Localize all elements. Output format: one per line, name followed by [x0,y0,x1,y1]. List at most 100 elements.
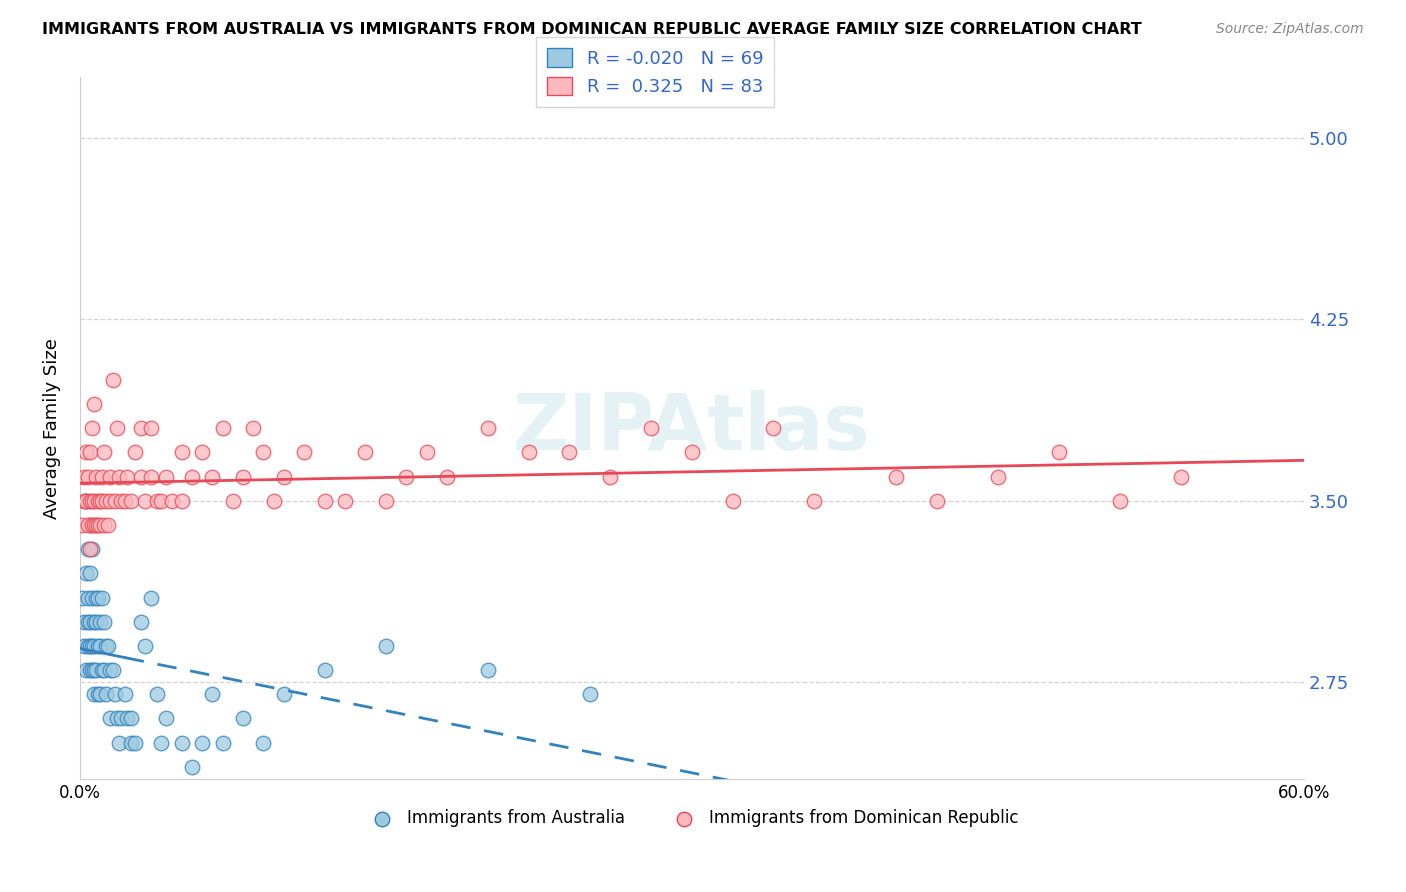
Point [925,493,948,508]
Point [477,663,499,677]
Point [93,663,115,677]
Point [84,591,107,605]
Point [263,493,285,508]
Point [115,469,138,483]
Point [211,421,233,435]
Point [252,736,274,750]
Point [89,687,111,701]
Point [114,687,136,701]
Point [91,591,114,605]
Point [155,711,177,725]
Point [96,493,118,508]
Point [477,421,499,435]
Point [232,711,254,725]
Point [101,663,124,677]
Point [273,469,295,483]
Point [83,517,105,532]
Point [170,445,193,459]
Point [1109,493,1132,508]
Point [84,517,107,532]
Point [578,687,600,701]
Point [354,445,377,459]
Point [129,421,152,435]
Point [181,760,204,774]
Point [91,469,114,483]
Point [84,615,107,629]
Point [105,421,128,435]
Point [79,566,101,581]
Point [1170,469,1192,483]
Point [89,517,111,532]
Point [201,687,224,701]
Point [77,615,100,629]
Point [100,493,122,508]
Point [103,493,125,508]
Point [83,639,105,653]
Point [77,591,100,605]
Point [75,493,97,508]
Point [146,687,169,701]
Point [120,711,142,725]
Point [150,493,173,508]
Point [70,591,93,605]
Point [803,493,825,508]
Point [129,615,152,629]
Point [84,663,107,677]
Point [558,445,581,459]
Point [129,469,152,483]
Point [170,493,193,508]
Legend: Immigrants from Australia, Immigrants from Dominican Republic: Immigrants from Australia, Immigrants fr… [359,803,1025,834]
Point [96,639,118,653]
Text: IMMIGRANTS FROM AUSTRALIA VS IMMIGRANTS FROM DOMINICAN REPUBLIC AVERAGE FAMILY S: IMMIGRANTS FROM AUSTRALIA VS IMMIGRANTS … [42,22,1142,37]
Point [124,736,146,750]
Point [83,615,105,629]
Point [987,469,1010,483]
Point [91,493,114,508]
Point [374,639,396,653]
Point [93,445,115,459]
Point [107,736,129,750]
Point [79,663,101,677]
Point [599,469,621,483]
Point [82,421,104,435]
Text: Source: ZipAtlas.com: Source: ZipAtlas.com [1216,22,1364,37]
Point [141,591,163,605]
Point [73,493,96,508]
Point [101,373,124,387]
Point [374,493,396,508]
Point [155,469,177,483]
Point [83,663,105,677]
Point [115,711,138,725]
Point [96,687,118,701]
Point [201,469,224,483]
Point [762,421,785,435]
Point [77,517,100,532]
Point [110,711,132,725]
Point [100,711,122,725]
Point [640,421,662,435]
Point [83,687,105,701]
Point [82,542,104,557]
Point [160,493,183,508]
Point [120,736,142,750]
Point [252,445,274,459]
Y-axis label: Average Family Size: Average Family Size [44,338,60,518]
Point [721,493,744,508]
Point [517,445,540,459]
Point [120,493,142,508]
Point [436,469,458,483]
Point [87,687,110,701]
Point [191,445,214,459]
Point [75,445,97,459]
Point [97,517,120,532]
Point [87,493,110,508]
Point [105,711,128,725]
Point [87,639,110,653]
Point [93,615,115,629]
Point [73,639,96,653]
Point [82,517,104,532]
Point [73,615,96,629]
Point [79,615,101,629]
Point [333,493,356,508]
Point [91,663,114,677]
